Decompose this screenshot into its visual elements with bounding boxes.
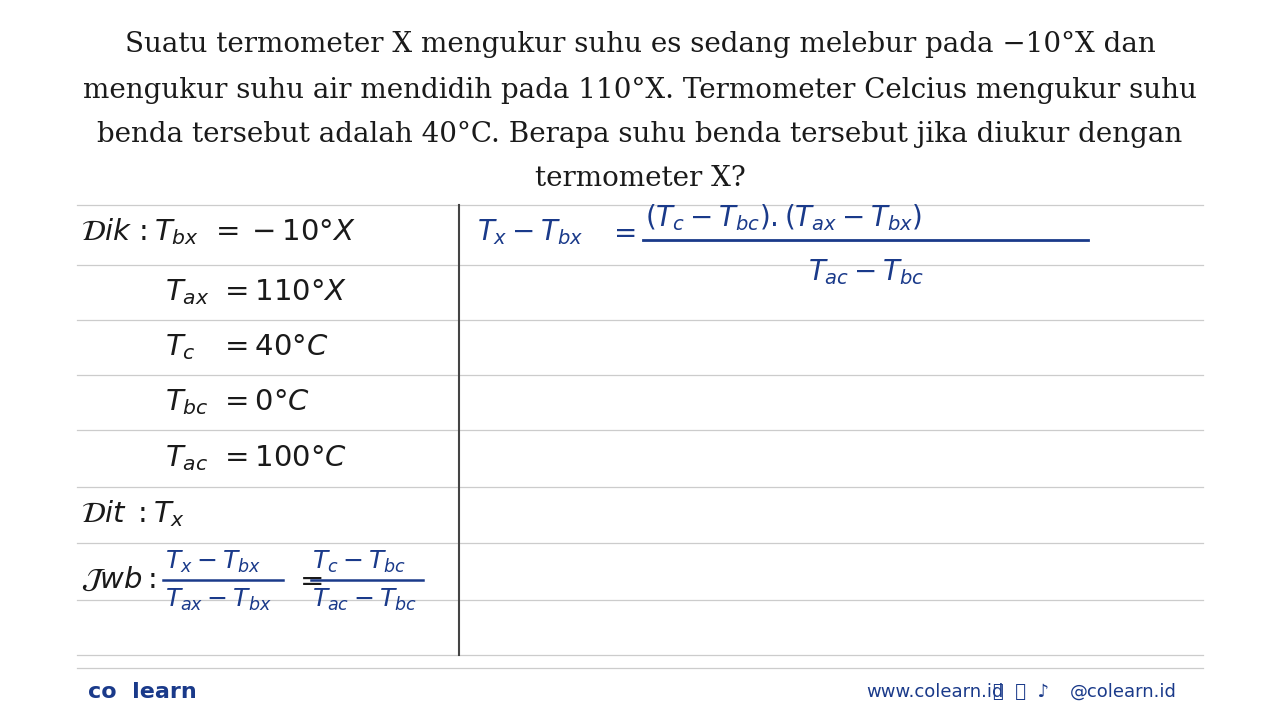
Text: $T_{ax}$: $T_{ax}$ (165, 277, 210, 307)
Text: $: T_{x}$: $: T_{x}$ (132, 499, 184, 529)
Text: $= -10°X$: $= -10°X$ (210, 218, 356, 246)
Text: $: T_{bx}$: $: T_{bx}$ (133, 217, 200, 247)
Text: @colearn.id: @colearn.id (1070, 683, 1176, 701)
Text: $= 0°C$: $= 0°C$ (219, 388, 310, 416)
Text: $:$: $:$ (142, 566, 156, 594)
Text: $= 40°C$: $= 40°C$ (219, 333, 329, 361)
Text: $T_{x} - T_{bx}$: $T_{x} - T_{bx}$ (477, 217, 584, 247)
Text: $= 110°X$: $= 110°X$ (219, 278, 348, 306)
Text: $T_{ax} - T_{bx}$: $T_{ax} - T_{bx}$ (165, 587, 271, 613)
Text: $T_{ac} - T_{bc}$: $T_{ac} - T_{bc}$ (312, 587, 417, 613)
Text: benda tersebut adalah 40°C. Berapa suhu benda tersebut jika diukur dengan: benda tersebut adalah 40°C. Berapa suhu … (97, 120, 1183, 148)
Text: $\mathcal{D}ik$: $\mathcal{D}ik$ (81, 218, 132, 246)
Text: co  learn: co learn (88, 682, 197, 702)
Text: $(T_{c} - T_{bc}).(T_{ax} - T_{bx})$: $(T_{c} - T_{bc}).(T_{ax} - T_{bx})$ (645, 202, 922, 233)
Text: $T_{x} - T_{bx}$: $T_{x} - T_{bx}$ (165, 549, 261, 575)
Text: $= 100°C$: $= 100°C$ (219, 444, 347, 472)
Text: $T_{c} - T_{bc}$: $T_{c} - T_{bc}$ (312, 549, 407, 575)
Text: $T_{ac} - T_{bc}$: $T_{ac} - T_{bc}$ (808, 257, 924, 287)
Text: Suatu termometer X mengukur suhu es sedang melebur pada −10°X dan: Suatu termometer X mengukur suhu es seda… (124, 30, 1156, 58)
Text: $T_{bc}$: $T_{bc}$ (165, 387, 209, 417)
Text: $T_{c}$: $T_{c}$ (165, 332, 196, 362)
Text: $T_{ac}$: $T_{ac}$ (165, 443, 209, 473)
Text: www.colearn.id: www.colearn.id (867, 683, 1004, 701)
Text: $\mathcal{J}wb$: $\mathcal{J}wb$ (81, 566, 142, 594)
Text: termometer X?: termometer X? (535, 164, 745, 192)
Text: $=$: $=$ (608, 218, 636, 246)
Text: ⧉  ⭘  ♪: ⧉ ⭘ ♪ (993, 683, 1048, 701)
Text: $=$: $=$ (294, 566, 324, 594)
Text: $\mathcal{D}it$: $\mathcal{D}it$ (81, 500, 127, 528)
Text: mengukur suhu air mendidih pada 110°X. Termometer Celcius mengukur suhu: mengukur suhu air mendidih pada 110°X. T… (83, 76, 1197, 104)
